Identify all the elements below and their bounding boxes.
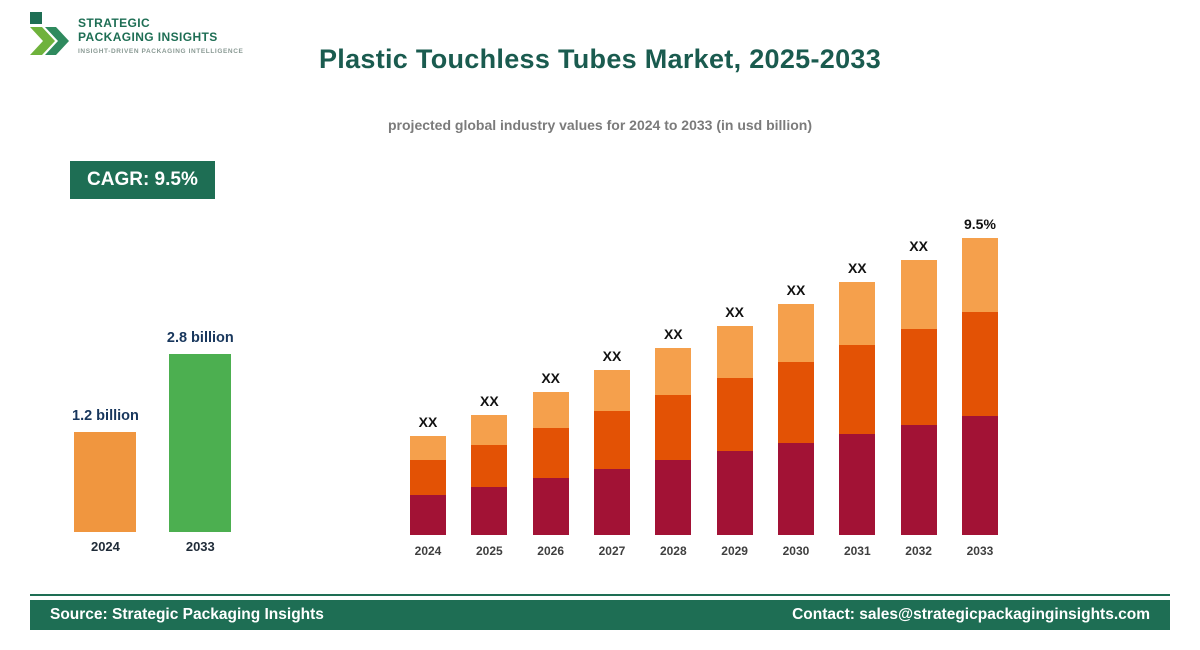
footer-contact: Contact: sales@strategicpackaginginsight… <box>792 606 1150 623</box>
stack-segment-bottom <box>655 460 692 535</box>
stack-segment-top <box>777 304 814 362</box>
stack-segment-bottom <box>777 443 814 535</box>
bar-value-label: XX <box>418 414 438 430</box>
brand-logo: STRATEGIC PACKAGING INSIGHTS INSIGHT-DRI… <box>30 12 243 58</box>
brand-tagline: INSIGHT-DRIVEN PACKAGING INTELLIGENCE <box>78 48 244 55</box>
bar-year-label: 2033 <box>966 544 994 558</box>
stacked-bars-container: XX 2024 XX 2025 XX 2026 XX 2027 XX 2028 XX 2029 XX 20… <box>410 216 998 558</box>
bar-year-label: 2030 <box>782 544 810 558</box>
brand-chevron-icon <box>30 12 69 55</box>
bar-value-label: XX <box>541 370 560 386</box>
bar-value-label: XX <box>479 393 499 409</box>
bar-year-label: 2032 <box>905 544 932 558</box>
stacked-bar-column: XX 2026 <box>532 370 569 558</box>
bar-year-label: 2033 <box>185 539 215 554</box>
bar-year-label: 2026 <box>537 544 564 558</box>
stacked-bar <box>839 282 876 535</box>
stack-segment-top <box>471 415 508 445</box>
stack-segment-middle <box>593 411 630 469</box>
footer-bar: Source: Strategic Packaging Insights Con… <box>30 600 1170 630</box>
stacked-bar <box>655 348 692 535</box>
stack-segment-top <box>716 326 753 378</box>
stack-segment-middle <box>716 378 753 451</box>
stack-segment-top <box>839 282 876 345</box>
stack-segment-bottom <box>900 425 937 535</box>
stacked-bar-column: 9.5% 2033 <box>961 216 998 558</box>
bar-year-label: 2029 <box>721 544 748 558</box>
bar-value-label: XX <box>602 348 622 364</box>
stacked-bar <box>532 392 569 535</box>
stacked-bar <box>900 260 937 535</box>
stack-segment-top <box>410 436 446 460</box>
bar-value-label: XX <box>663 326 683 342</box>
bar-value-label: 2.8 billion <box>166 330 234 346</box>
stack-segment-bottom <box>593 469 630 535</box>
stacked-bar-column: XX 2025 <box>471 393 508 558</box>
mini-comparison-chart: 1.2 billion 2024 2.8 billion 2033 <box>72 330 234 554</box>
stacked-bar <box>593 370 630 535</box>
stack-segment-bottom <box>532 478 569 535</box>
bar-value-label: 9.5% <box>963 216 996 232</box>
stack-segment-top <box>961 238 998 312</box>
footer-source: Source: Strategic Packaging Insights <box>50 606 324 623</box>
stack-segment-bottom <box>410 495 446 535</box>
bar-year-label: 2024 <box>414 544 442 558</box>
comparison-bar <box>169 354 232 532</box>
stacked-bar <box>961 238 998 535</box>
stacked-bar <box>777 304 814 535</box>
stack-segment-middle <box>532 428 569 478</box>
stack-segment-top <box>593 370 630 411</box>
bar-value-label: XX <box>786 282 806 298</box>
stacked-bar <box>716 326 753 535</box>
stacked-bar <box>410 436 446 535</box>
stack-segment-top <box>532 392 569 428</box>
cagr-badge: CAGR: 9.5% <box>70 161 215 199</box>
stack-segment-top <box>655 348 692 395</box>
brand-name-line2: PACKAGING INSIGHTS <box>78 30 218 44</box>
stacked-bar-column: XX 2029 <box>716 304 753 558</box>
bar-year-label: 2024 <box>90 539 120 554</box>
stack-segment-middle <box>961 312 998 416</box>
bar-year-label: 2031 <box>843 544 871 558</box>
mini-bars-container: 1.2 billion 2024 2.8 billion 2033 <box>72 330 234 554</box>
bar-year-label: 2025 <box>475 544 503 558</box>
stack-segment-middle <box>471 445 508 487</box>
brand-name-line1: STRATEGIC <box>78 16 151 30</box>
bar-value-label: 1.2 billion <box>72 408 139 424</box>
stack-segment-middle <box>655 395 692 460</box>
comparison-bar <box>74 432 137 532</box>
stack-segment-bottom <box>716 451 753 535</box>
bar-year-label: 2027 <box>598 544 626 558</box>
page-title: Plastic Touchless Tubes Market, 2025-203… <box>318 44 882 74</box>
stack-segment-bottom <box>961 416 998 535</box>
stacked-bar-column: XX 2030 <box>777 282 814 558</box>
stacked-bar-chart: XX 2024 XX 2025 XX 2026 XX 2027 XX 2028 XX 2029 XX 20… <box>410 216 998 558</box>
stacked-bar-column: XX 2028 <box>655 326 692 558</box>
stack-segment-middle <box>839 345 876 434</box>
stack-segment-middle <box>900 329 937 425</box>
bar-value-label: XX <box>847 260 867 276</box>
mini-bar-column: 1.2 billion 2024 <box>72 408 139 554</box>
bar-year-label: 2028 <box>659 544 687 558</box>
stack-segment-top <box>900 260 937 329</box>
page-subtitle: projected global industry values for 202… <box>388 117 812 133</box>
stack-segment-middle <box>410 460 446 495</box>
stack-segment-bottom <box>839 434 876 535</box>
mini-bar-column: 2.8 billion 2033 <box>167 330 234 554</box>
stack-segment-middle <box>777 362 814 443</box>
stacked-bar <box>471 415 508 535</box>
stack-segment-bottom <box>471 487 508 535</box>
bar-value-label: XX <box>909 238 928 254</box>
stacked-bar-column: XX 2024 <box>410 414 446 558</box>
stacked-bar-column: XX 2027 <box>593 348 630 558</box>
bar-value-label: XX <box>725 304 744 320</box>
stacked-bar-column: XX 2031 <box>839 260 876 558</box>
footer-divider <box>30 594 1170 596</box>
brand-text-block: STRATEGIC PACKAGING INSIGHTS INSIGHT-DRI… <box>78 12 243 55</box>
stacked-bar-column: XX 2032 <box>900 238 937 558</box>
